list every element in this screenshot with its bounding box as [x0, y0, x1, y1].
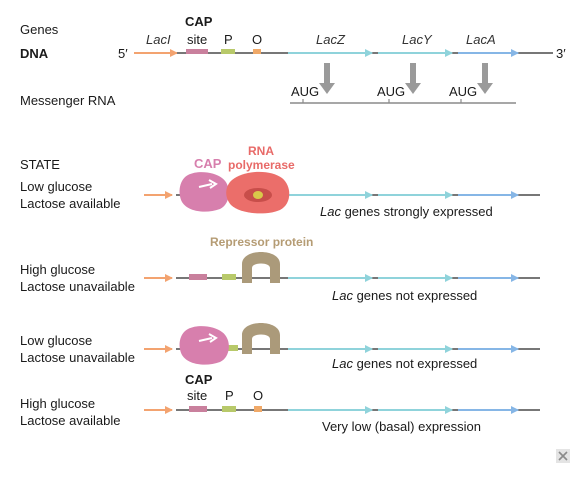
repressor-protein: [242, 323, 280, 354]
promoter-box: [221, 49, 235, 54]
state-4-outcome: Very low (basal) expression: [322, 419, 481, 434]
state-3-line1: Low glucose: [20, 333, 92, 348]
three-prime-label: 3′: [556, 46, 566, 61]
cap-protein-label: CAP: [194, 156, 222, 171]
repressor-protein: [242, 252, 280, 283]
promoter-label: P: [224, 32, 233, 47]
state-3-line2: Lactose unavailable: [20, 350, 135, 365]
lacy-gene-label: LacY: [402, 32, 433, 47]
state-row-3: Low glucose Lactose unavailable Lac gene…: [20, 323, 540, 371]
state-1-line2: Lactose available: [20, 196, 120, 211]
state-4-line2: Lactose available: [20, 413, 120, 428]
state-4-operator-label: O: [253, 388, 263, 403]
rna-polymerase-label-2: polymerase: [228, 158, 295, 172]
state-row-2: High glucose Lactose unavailable Repress…: [20, 235, 540, 303]
laci-gene-label: LacI: [146, 32, 171, 47]
cap-protein: [179, 326, 229, 365]
promoter-box: [222, 274, 236, 280]
state-row-1: Low glucose Lactose available CAP RNA po…: [20, 144, 540, 219]
translation-arrows: [319, 63, 493, 94]
state-3-outcome: Lac genes not expressed: [332, 356, 477, 371]
corner-logo: [556, 449, 570, 463]
aug-label-2: AUG: [377, 84, 405, 99]
repressor-label: Repressor protein: [210, 235, 313, 249]
state-4-promoter-label: P: [225, 388, 234, 403]
cap-protein: [179, 172, 229, 212]
mrna-label: Messenger RNA: [20, 93, 116, 108]
mrna-strand: [290, 99, 516, 104]
cap-site-box: [189, 406, 207, 412]
state-4-site-label: site: [187, 388, 207, 403]
dna-strand-top: [134, 49, 553, 57]
laca-gene-label: LacA: [466, 32, 496, 47]
five-prime-label: 5′: [118, 46, 128, 61]
lacz-gene-label: LacZ: [316, 32, 346, 47]
state-2-line1: High glucose: [20, 262, 95, 277]
cap-site-box: [186, 49, 208, 54]
state-2-line2: Lactose unavailable: [20, 279, 135, 294]
cap-site-label-top: CAP: [185, 14, 213, 29]
rna-polymerase-label-1: RNA: [248, 144, 274, 158]
cap-arrowhead-icon: [208, 333, 218, 343]
cap-arrow-icon: [198, 183, 213, 188]
cap-arrowhead-icon: [208, 179, 218, 189]
operator-box: [254, 406, 262, 412]
state-2-outcome: Lac genes not expressed: [332, 288, 477, 303]
state-1-line1: Low glucose: [20, 179, 92, 194]
cap-arrow-icon: [198, 337, 213, 342]
state-heading: STATE: [20, 157, 60, 172]
cap-site-label-bottom: site: [187, 32, 207, 47]
operator-label: O: [252, 32, 262, 47]
cap-site-box: [189, 274, 207, 280]
state-4-cap-label: CAP: [185, 372, 213, 387]
aug-label-3: AUG: [449, 84, 477, 99]
operator-box: [253, 49, 261, 54]
state-row-4: CAP site P O High glucose Lactose availa…: [20, 372, 540, 434]
state-1-outcome: Lac genes strongly expressed: [320, 204, 493, 219]
promoter-box: [222, 406, 236, 412]
promoter-box: [222, 345, 238, 351]
state-4-line1: High glucose: [20, 396, 95, 411]
dna-label: DNA: [20, 46, 49, 61]
genes-label: Genes: [20, 22, 59, 37]
rna-polymerase-center: [253, 191, 263, 199]
aug-label-1: AUG: [291, 84, 319, 99]
